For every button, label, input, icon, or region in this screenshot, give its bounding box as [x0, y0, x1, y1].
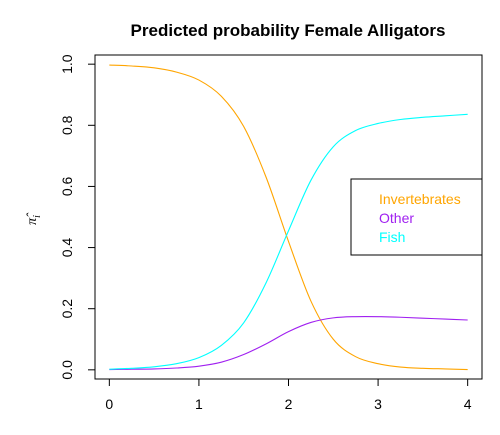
legend-item-invertebrates: Invertebrates — [379, 191, 461, 207]
series-line-fish — [109, 113, 468, 370]
x-tick-label: 0 — [105, 396, 113, 412]
y-tick-label: 0.2 — [59, 299, 75, 319]
y-tick-label: 0.4 — [59, 238, 75, 258]
x-tick-label: 1 — [195, 396, 203, 412]
y-tick-label: 0.8 — [59, 115, 75, 135]
legend-box — [350, 178, 483, 256]
legend-items: Invertebrates Other Fish — [379, 191, 461, 245]
y-tick-label: 0.0 — [59, 360, 75, 380]
svg-text:π̂i: π̂i — [25, 212, 43, 225]
x-axis: 0 1 2 3 4 — [105, 378, 472, 412]
y-axis-label-sub: i — [32, 215, 43, 218]
legend-item-fish: Fish — [379, 229, 405, 245]
y-axis-label: π̂i — [25, 212, 43, 225]
series-line-invertebrates — [109, 64, 468, 371]
legend-item-other: Other — [379, 210, 414, 226]
x-tick-label: 2 — [285, 396, 293, 412]
chart-title: Predicted probability Female Alligators — [131, 21, 446, 40]
x-tick-label: 4 — [464, 396, 472, 412]
y-axis: 0.0 0.2 0.4 0.6 0.8 1.0 — [59, 54, 96, 380]
legend: Invertebrates Other Fish — [350, 178, 483, 256]
y-tick-label: 1.0 — [59, 54, 75, 74]
series-line-other — [109, 315, 468, 371]
series-layer — [109, 64, 468, 371]
y-tick-label: 0.6 — [59, 176, 75, 196]
x-tick-label: 3 — [374, 396, 382, 412]
